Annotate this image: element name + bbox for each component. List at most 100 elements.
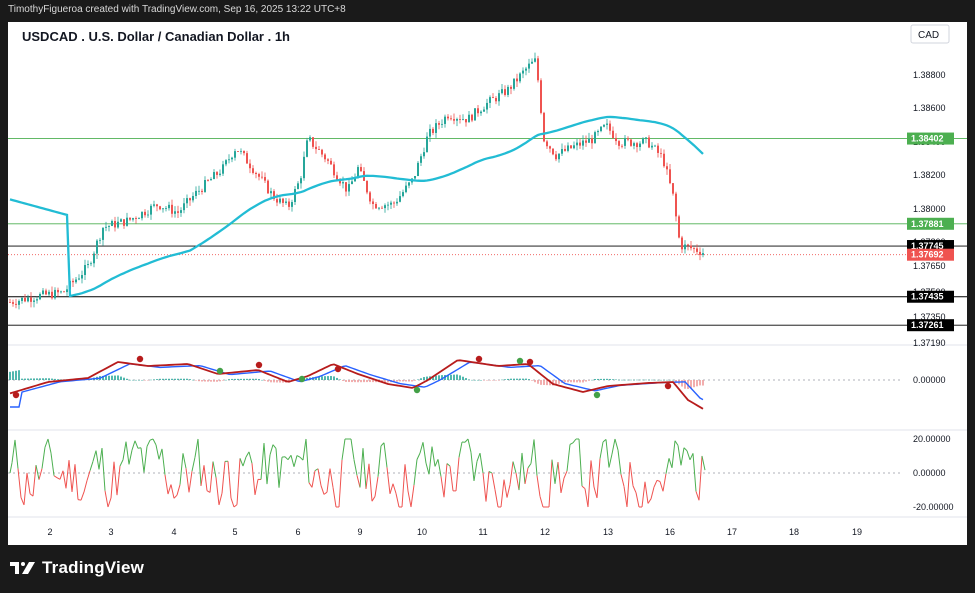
macd-histogram-bar — [342, 380, 344, 381]
candle-body — [552, 148, 554, 155]
oscillator-segment — [422, 442, 427, 464]
macd-histogram-bar — [564, 380, 566, 383]
candle-body — [618, 141, 620, 146]
oscillator-segment — [686, 450, 691, 460]
macd-histogram-bar — [591, 379, 593, 381]
candle-body — [459, 119, 461, 120]
macd-histogram-bar — [504, 379, 506, 380]
candle-body — [135, 218, 137, 219]
candle-body — [96, 240, 98, 254]
macd-histogram-bar — [477, 379, 479, 381]
oscillator-segment — [95, 450, 100, 470]
candle-body — [675, 193, 677, 217]
macd-histogram-bar — [618, 379, 620, 381]
macd-histogram-bar — [528, 379, 530, 380]
macd-histogram-bar — [459, 375, 461, 380]
macd-histogram-bar — [456, 374, 458, 380]
candle-body — [528, 63, 530, 69]
candle-body — [606, 123, 608, 125]
y-tick-label: 1.38800 — [913, 70, 946, 80]
candle-body — [141, 211, 143, 219]
oscillator-segment — [413, 459, 418, 486]
macd-histogram-bar — [375, 380, 377, 383]
y-tick-label: 1.37190 — [913, 338, 946, 348]
oscillator-segment — [17, 468, 22, 498]
candle-body — [600, 126, 602, 132]
x-tick-label: 13 — [603, 527, 613, 537]
macd-histogram-bar — [399, 380, 401, 382]
candle-body — [222, 164, 224, 174]
oscillator-segment — [431, 446, 436, 467]
oscillator-segment — [101, 448, 106, 491]
macd-histogram-bar — [447, 374, 449, 380]
oscillator-segment — [479, 453, 484, 474]
oscillator-segment — [608, 453, 613, 468]
oscillator-segment — [233, 504, 238, 508]
oscillator-segment — [296, 455, 301, 458]
oscillator-segment — [176, 484, 181, 496]
oscillator-segment — [668, 458, 673, 469]
oscillator-segment — [299, 456, 304, 461]
macd-histogram-bar — [627, 379, 629, 381]
oscillator-segment — [119, 459, 124, 467]
oscillator-segment — [80, 491, 85, 501]
chart-panel[interactable]: USDCAD . U.S. Dollar / Canadian Dollar .… — [8, 22, 967, 545]
macd-histogram-bar — [702, 380, 704, 386]
macd-histogram-bar — [33, 378, 35, 380]
currency-label: CAD — [918, 30, 939, 41]
macd-histogram-bar — [51, 378, 53, 380]
candle-body — [474, 108, 476, 121]
chart-svg[interactable]: USDCAD . U.S. Dollar / Canadian Dollar .… — [8, 22, 967, 545]
macd-histogram-bar — [258, 379, 260, 380]
candle-body — [588, 138, 590, 143]
oscillator-segment — [65, 460, 70, 489]
macd-histogram-bar — [696, 380, 698, 387]
macd-histogram-bar — [270, 380, 272, 383]
macd-histogram-bar — [579, 380, 581, 383]
candle-body — [240, 150, 242, 152]
candle-body — [690, 245, 692, 249]
candle-body — [234, 151, 236, 158]
candle-body — [252, 168, 254, 173]
candle-body — [537, 58, 539, 81]
oscillator-segment — [698, 455, 703, 501]
macd-histogram-bar — [195, 380, 197, 381]
oscillator-segment — [620, 474, 625, 487]
candle-body — [75, 279, 77, 283]
macd-histogram-bar — [576, 380, 578, 383]
oscillator-segment — [290, 455, 295, 467]
macd-histogram-bar — [12, 371, 14, 380]
oscillator-y-tick-label: 0.00000 — [913, 468, 946, 478]
oscillator-segment — [203, 465, 208, 491]
macd-histogram-bar — [138, 379, 140, 381]
candle-body — [645, 137, 647, 139]
candle-body — [480, 111, 482, 114]
candle-body — [546, 141, 548, 147]
oscillator-segment — [269, 444, 274, 456]
oscillator-segment — [254, 479, 259, 495]
oscillator-segment — [470, 452, 475, 482]
macd-histogram-bar — [180, 378, 182, 380]
candle-body — [327, 159, 329, 161]
candle-body — [576, 142, 578, 146]
macd-histogram-bar — [642, 379, 644, 381]
oscillator-segment — [11, 439, 16, 463]
oscillator-segment — [218, 493, 223, 506]
candle-body — [186, 198, 188, 204]
level-price-label: 1.37881 — [911, 219, 944, 229]
macd-histogram-bar — [501, 379, 503, 381]
oscillator-segment — [386, 467, 391, 494]
candle-body — [237, 151, 239, 152]
horizontal-levels — [8, 138, 967, 326]
x-tick-label: 18 — [789, 527, 799, 537]
currency-box[interactable] — [910, 24, 950, 44]
candle-body — [138, 218, 140, 220]
candle-body — [477, 108, 479, 114]
candle-body — [393, 202, 395, 204]
oscillator-segment — [131, 440, 136, 451]
candle-body — [615, 137, 617, 142]
oscillator-segment — [380, 442, 385, 447]
oscillator-segment — [482, 473, 487, 502]
oscillator-segment — [356, 475, 361, 488]
last-price-label: 1.37692 — [911, 250, 944, 260]
